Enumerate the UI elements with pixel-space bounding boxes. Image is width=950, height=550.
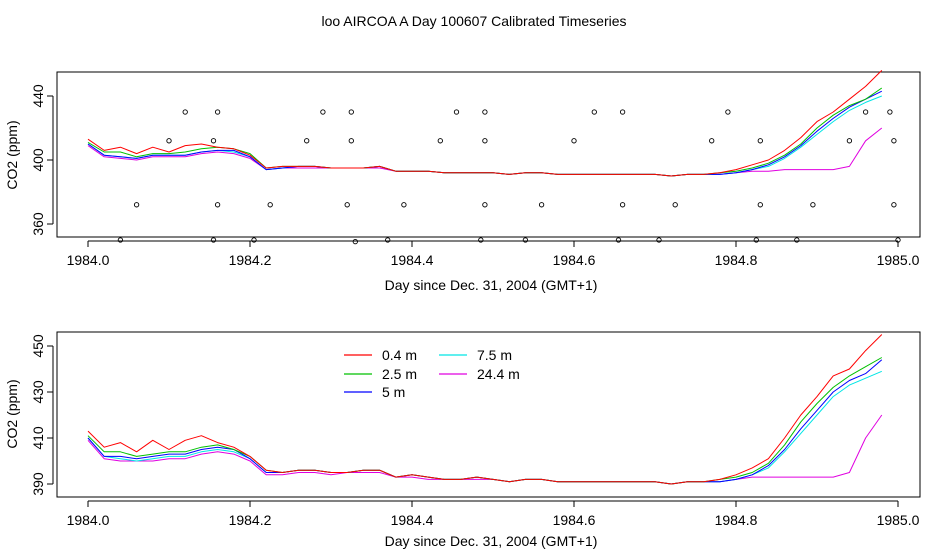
y-tick-label: 430 (30, 380, 46, 404)
calibration-marker (891, 202, 897, 208)
legend-label-0-4-m: 0.4 m (382, 347, 417, 363)
calibration-marker (482, 202, 488, 208)
calibration-marker (591, 109, 597, 115)
calibration-marker (725, 109, 731, 115)
calibration-marker (619, 109, 626, 115)
calibration-marker (352, 238, 358, 245)
calibration-marker (757, 138, 763, 144)
legend-label-5-m: 5 m (382, 384, 405, 400)
x-tick-label: 1985.0 (877, 512, 920, 528)
y-tick-label: 400 (30, 148, 46, 172)
y-tick-label: 390 (30, 472, 46, 496)
y-tick-label: 450 (30, 334, 46, 358)
calibration-marker (267, 202, 273, 208)
series-line-7-5-m (87, 95, 882, 177)
y-axis-label: CO2 (ppm) (4, 120, 20, 189)
legend-label-7-5-m: 7.5 m (477, 347, 512, 363)
x-tick-label: 1984.8 (715, 252, 758, 268)
y-tick-label: 440 (30, 84, 46, 108)
calibration-marker (182, 109, 188, 115)
calibration-marker (709, 138, 715, 144)
calibration-marker (214, 202, 221, 208)
x-axis-label: Day since Dec. 31, 2004 (GMT+1) (385, 277, 598, 293)
calibration-marker (166, 138, 172, 144)
series-layer (87, 334, 883, 485)
calibration-marker (385, 237, 391, 243)
calibration-marker (615, 237, 622, 243)
x-tick-label: 1984.4 (391, 512, 434, 528)
y-tick-label: 410 (30, 426, 46, 450)
calibration-marker (656, 237, 662, 243)
axes-layer: 1984.0 1984.2 1984.4 1984.6 1984.8 1985.0 390 4… (30, 334, 920, 528)
figure-title: loo AIRCOA A Day 100607 Calibrated Times… (321, 13, 626, 29)
x-tick-label: 1984.6 (553, 252, 596, 268)
y-tick-label: 360 (30, 212, 46, 236)
calibration-marker (401, 202, 407, 208)
bottom-timeseries-panel: 1984.0 1984.2 1984.4 1984.6 1984.8 1985.0 390 4… (4, 331, 921, 549)
legend-label-24-4-m: 24.4 m (477, 366, 520, 382)
calibration-marker (304, 138, 310, 144)
x-tick-label: 1984.2 (229, 252, 272, 268)
calibration-marker (453, 109, 460, 115)
calibration-marker (482, 138, 488, 144)
series-line-5-m (87, 90, 883, 177)
plot-frame (56, 71, 921, 238)
calibration-marker-layer (117, 109, 901, 245)
plot-frame (56, 331, 921, 498)
x-tick-label: 1984.8 (715, 512, 758, 528)
calibration-marker (344, 202, 350, 208)
x-tick-label: 1985.0 (877, 252, 920, 268)
calibration-marker (348, 109, 354, 115)
calibration-marker (210, 138, 217, 144)
calibration-marker (846, 138, 853, 144)
series-line-0-4-m (87, 70, 883, 177)
x-tick-label: 1984.0 (67, 252, 110, 268)
x-tick-label: 1984.0 (67, 512, 110, 528)
calibration-marker (437, 138, 443, 144)
calibration-marker (320, 109, 326, 115)
x-axis-label: Day since Dec. 31, 2004 (GMT+1) (385, 533, 598, 549)
calibration-marker (214, 109, 221, 115)
calibration-marker (757, 202, 763, 208)
calibration-marker (891, 138, 897, 144)
calibration-marker (619, 202, 626, 208)
calibration-marker (862, 109, 869, 115)
calibration-marker (478, 237, 484, 243)
axes-layer: 1984.0 1984.2 1984.4 1984.6 1984.8 1985.0 360 4… (30, 84, 920, 268)
x-tick-label: 1984.4 (391, 252, 434, 268)
series-layer (87, 70, 883, 177)
series-line-0-4-m (87, 334, 883, 485)
x-tick-label: 1984.2 (229, 512, 272, 528)
calibration-marker (133, 202, 140, 208)
calibration-marker (753, 237, 759, 243)
calibration-marker (571, 138, 577, 144)
series-line-24-4-m (87, 127, 883, 177)
calibration-marker (810, 202, 816, 208)
legend-label-2-5-m: 2.5 m (382, 366, 417, 382)
calibration-marker (348, 138, 354, 144)
calibration-marker (794, 237, 800, 243)
top-timeseries-panel: 1984.0 1984.2 1984.4 1984.6 1984.8 1985.0 360 4… (4, 70, 921, 293)
calibration-marker (117, 237, 124, 243)
calibration-marker (210, 237, 217, 243)
legend: 0.4 m 2.5 m 5 m 7.5 m 24.4 m (344, 347, 520, 400)
calibration-marker (482, 109, 488, 115)
calibration-marker (887, 109, 893, 115)
calibration-marker (672, 202, 678, 208)
calibration-marker (522, 237, 529, 243)
y-axis-label: CO2 (ppm) (4, 379, 20, 448)
x-tick-label: 1984.6 (553, 512, 596, 528)
calibration-marker (538, 202, 545, 208)
series-line-24-4-m (87, 414, 883, 485)
series-line-2-5-m (87, 87, 883, 177)
calibration-marker (251, 237, 257, 243)
